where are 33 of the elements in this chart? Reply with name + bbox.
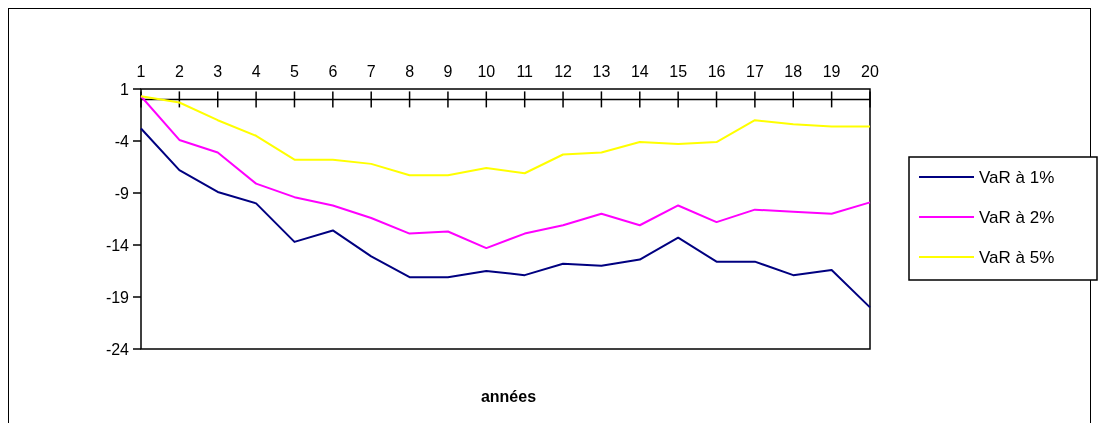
x-tick-label: 5 xyxy=(290,63,300,80)
x-tick-label: 13 xyxy=(592,63,611,80)
x-tick-label: 17 xyxy=(746,63,764,80)
x-tick-label: 15 xyxy=(669,63,688,80)
legend-label: VaR à 1% xyxy=(979,167,1055,187)
y-tick-label: -4 xyxy=(114,132,130,150)
x-tick-label: 19 xyxy=(822,63,841,80)
y-tick-label: 1 xyxy=(120,80,130,98)
x-tick-label: 3 xyxy=(213,63,223,80)
x-tick-label: 10 xyxy=(477,63,496,80)
x-tick-label: 14 xyxy=(630,63,649,80)
line-series xyxy=(140,95,871,177)
y-tick-label: -24 xyxy=(105,340,130,358)
y-tick-label: -14 xyxy=(105,236,130,254)
line-series xyxy=(140,95,871,250)
x-tick-label: 2 xyxy=(174,63,184,80)
y-tick-label: -9 xyxy=(114,184,130,202)
line-series xyxy=(140,127,871,309)
x-tick-label: 12 xyxy=(554,63,573,80)
x-tick-label: 6 xyxy=(328,63,338,80)
x-tick-label: 1 xyxy=(136,63,146,80)
x-tick-label: 9 xyxy=(443,63,453,80)
y-tick-label: -19 xyxy=(105,288,130,306)
x-tick-label: 11 xyxy=(516,63,534,80)
legend-label: VaR à 5% xyxy=(979,247,1055,267)
x-tick-label: 20 xyxy=(861,63,879,80)
legend-label: VaR à 2% xyxy=(979,207,1055,227)
x-tick-label: 8 xyxy=(405,63,415,80)
x-tick-label: 16 xyxy=(707,63,726,80)
x-tick-label: 4 xyxy=(251,63,261,80)
x-axis-title: années xyxy=(480,388,537,405)
x-tick-label: 18 xyxy=(784,63,803,80)
x-tick-label: 7 xyxy=(366,63,376,80)
